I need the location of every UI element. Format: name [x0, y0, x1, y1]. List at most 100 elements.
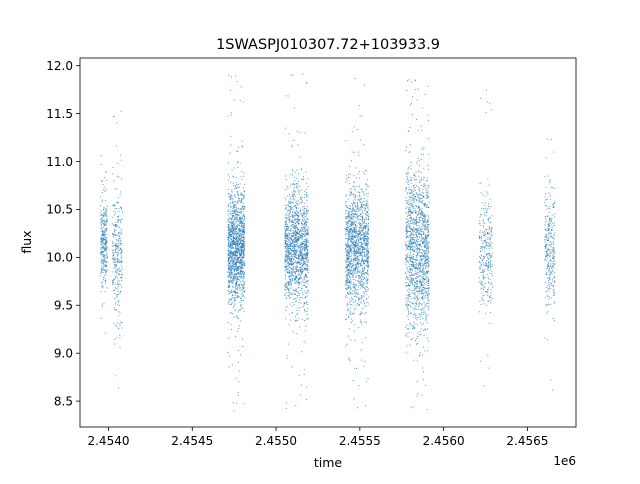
data-point — [302, 244, 304, 245]
data-point — [306, 257, 307, 259]
data-point — [287, 288, 289, 290]
data-point — [236, 284, 238, 286]
data-point — [234, 220, 236, 222]
data-point — [413, 251, 415, 252]
data-point — [239, 287, 241, 289]
data-point — [347, 243, 349, 245]
data-point — [232, 228, 234, 230]
data-point — [296, 186, 298, 188]
data-point — [367, 270, 368, 272]
data-point — [359, 223, 361, 225]
data-point — [230, 269, 231, 271]
data-point — [285, 238, 287, 240]
data-point — [233, 277, 234, 279]
data-point — [295, 254, 297, 256]
data-point — [367, 264, 369, 266]
data-point — [237, 261, 239, 263]
data-point — [230, 265, 232, 267]
data-point — [285, 284, 286, 285]
data-point — [241, 270, 243, 272]
data-point — [366, 241, 368, 243]
data-point — [360, 206, 362, 208]
data-point — [285, 206, 287, 208]
data-point — [348, 255, 350, 257]
data-point — [236, 251, 238, 253]
data-point — [367, 260, 369, 262]
data-point — [354, 244, 356, 246]
data-point — [301, 201, 303, 203]
data-point — [120, 243, 122, 244]
data-point — [238, 238, 240, 240]
data-point — [302, 206, 304, 208]
data-point — [345, 296, 346, 298]
data-point — [305, 260, 307, 262]
data-point — [237, 277, 239, 279]
data-point — [298, 231, 300, 233]
data-point — [417, 194, 419, 196]
data-point — [241, 212, 242, 214]
data-point — [358, 275, 360, 277]
data-point — [244, 191, 245, 193]
data-point — [117, 215, 119, 217]
data-point — [351, 211, 353, 212]
data-point — [235, 223, 237, 225]
data-point — [359, 200, 361, 202]
data-point — [364, 263, 365, 265]
data-point — [113, 116, 115, 117]
data-point — [237, 248, 238, 250]
data-point — [362, 238, 364, 240]
data-point — [306, 280, 308, 282]
data-point — [231, 242, 233, 244]
data-point — [240, 305, 242, 307]
data-point — [233, 270, 235, 272]
data-point — [352, 227, 354, 229]
data-point — [295, 201, 297, 203]
data-point — [357, 270, 359, 272]
data-point — [235, 293, 237, 295]
data-point — [413, 303, 415, 305]
data-point — [360, 189, 362, 191]
data-point — [298, 238, 300, 240]
data-point — [359, 282, 361, 284]
data-point — [294, 273, 296, 275]
data-point — [296, 267, 298, 269]
data-point — [234, 279, 236, 281]
data-point — [241, 140, 243, 142]
data-point — [346, 318, 348, 320]
data-point — [359, 247, 361, 249]
data-point — [238, 227, 240, 229]
data-point — [231, 231, 233, 233]
data-point — [304, 254, 306, 255]
data-point — [290, 225, 292, 227]
data-point — [236, 402, 238, 404]
data-point — [288, 291, 290, 293]
data-point — [356, 294, 358, 295]
data-point — [238, 261, 240, 263]
data-point — [303, 263, 305, 264]
data-point — [239, 238, 241, 240]
data-point — [293, 183, 294, 184]
data-point — [288, 232, 290, 234]
data-point — [355, 228, 357, 230]
data-point — [297, 190, 299, 192]
data-point — [294, 320, 296, 322]
data-point — [294, 293, 296, 294]
data-point — [366, 262, 368, 264]
data-point — [292, 275, 294, 277]
data-point — [307, 232, 309, 234]
data-point — [300, 197, 302, 199]
data-point — [352, 193, 354, 195]
data-point — [236, 240, 238, 242]
data-point — [348, 335, 349, 337]
data-point — [242, 206, 244, 208]
data-point — [347, 249, 348, 251]
data-point — [290, 261, 292, 263]
data-point — [298, 374, 300, 376]
data-point — [300, 271, 302, 273]
data-point — [416, 239, 417, 241]
data-point — [104, 231, 106, 233]
data-point — [344, 221, 346, 223]
data-point — [235, 292, 237, 294]
data-point — [365, 223, 367, 224]
data-point — [353, 188, 355, 190]
